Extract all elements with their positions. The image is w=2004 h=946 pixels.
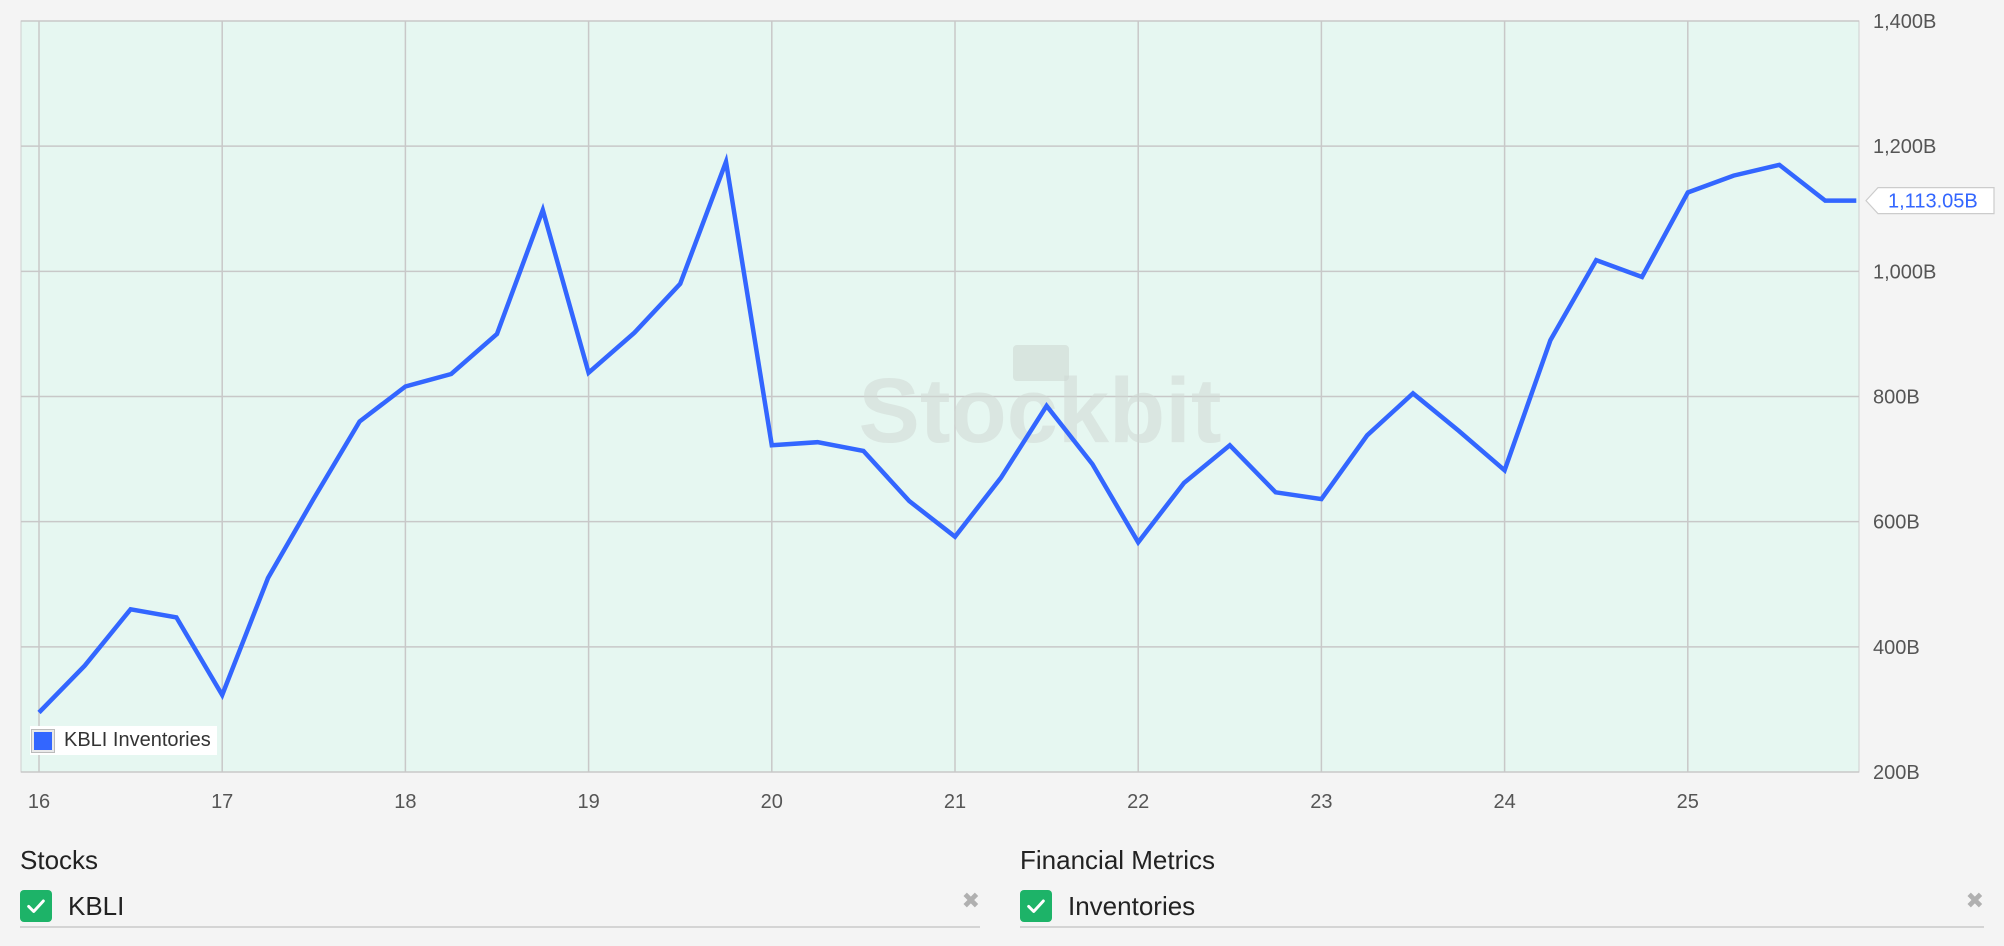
x-tick-label: 21 — [944, 791, 966, 813]
series-line — [37, 153, 1857, 715]
x-tick-label: 20 — [761, 791, 783, 813]
y-tick-label: 400B — [1873, 637, 1920, 659]
x-tick-label: 19 — [577, 791, 599, 813]
x-tick-label: 24 — [1493, 791, 1515, 813]
legend-swatch — [31, 728, 55, 753]
check-icon[interactable] — [1020, 890, 1052, 922]
y-tick-label: 600B — [1873, 512, 1920, 534]
check-icon[interactable] — [20, 890, 52, 922]
x-tick-label: 17 — [211, 791, 233, 813]
metrics-title: Financial Metrics — [1020, 845, 1216, 875]
last-value-label: 1,113.05B — [1888, 191, 1978, 213]
stocks-title: Stocks — [20, 845, 99, 875]
chart-area: 1,400B 1,200B 1,000B 800B 600B 400B 200B 16 17 18… — [20, 11, 1995, 813]
x-tick-label: 25 — [1677, 791, 1699, 813]
legend-label: KBLI Inventories — [64, 729, 211, 751]
y-tick-label: 1,400B — [1873, 11, 1936, 33]
stock-label: KBLI — [68, 890, 125, 921]
metrics-panel: Financial Metrics Inventories ✖ — [1020, 845, 1984, 928]
y-tick-label: 1,200B — [1873, 136, 1936, 158]
metric-row-inventories: Inventories ✖ — [1020, 886, 1984, 928]
metric-label: Inventories — [1068, 890, 1196, 921]
x-tick-label: 18 — [394, 791, 416, 813]
last-value-flag — [1865, 187, 1995, 215]
y-tick-label: 800B — [1873, 387, 1920, 409]
close-icon[interactable]: ✖ — [1965, 888, 1984, 913]
stocks-panel: Stocks KBLI ✖ — [20, 845, 980, 928]
chart-legend[interactable]: KBLI Inventories — [30, 726, 217, 755]
stock-row-kbli: KBLI ✖ — [20, 886, 980, 928]
close-icon[interactable]: ✖ — [961, 888, 980, 913]
x-tick-label: 16 — [28, 791, 50, 813]
y-tick-label: 200B — [1873, 762, 1920, 784]
line-chart: 1,400B 1,200B 1,000B 800B 600B 400B 200B 16 17 18… — [20, 11, 1995, 813]
x-tick-label: 23 — [1310, 791, 1332, 813]
y-tick-label: 1,000B — [1873, 261, 1936, 283]
watermark-icon — [1013, 345, 1069, 381]
x-tick-label: 22 — [1127, 791, 1149, 813]
